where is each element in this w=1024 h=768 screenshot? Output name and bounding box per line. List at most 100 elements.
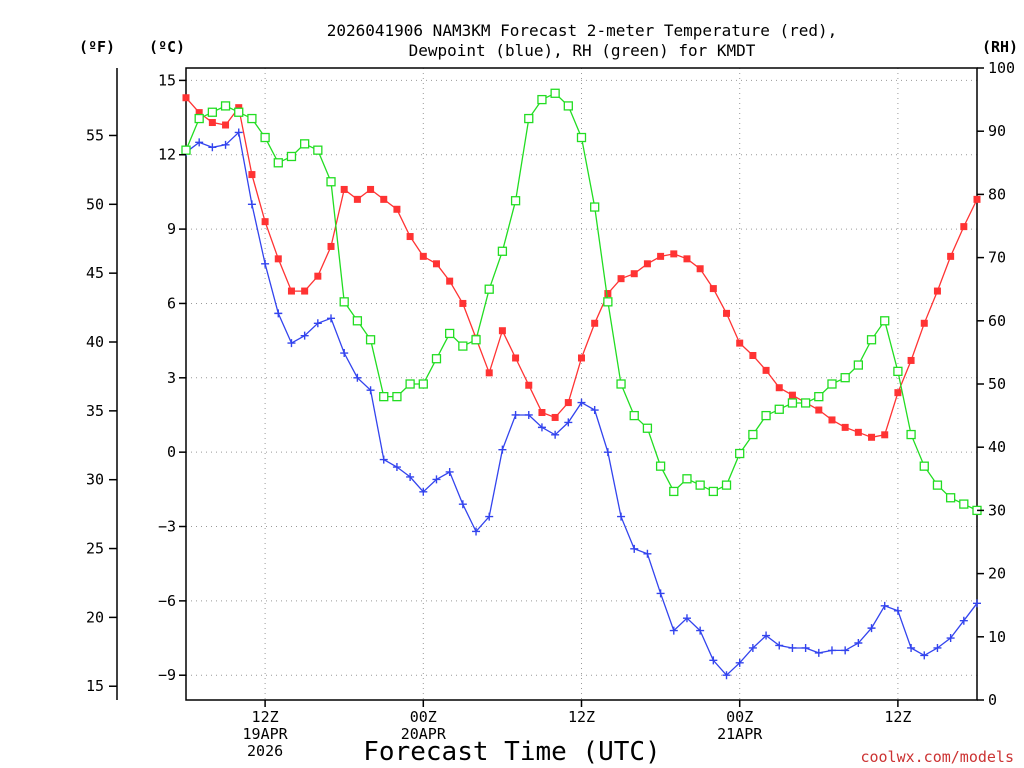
data-point <box>512 354 520 362</box>
data-point <box>920 319 928 327</box>
data-point <box>670 250 678 258</box>
data-point <box>696 626 705 635</box>
data-point <box>327 242 335 250</box>
data-point <box>960 223 968 231</box>
data-point <box>419 252 427 260</box>
data-point <box>524 410 533 419</box>
data-point <box>484 284 494 294</box>
rh-tick-label: 10 <box>988 628 1006 646</box>
data-point <box>524 113 534 124</box>
data-point <box>380 195 388 203</box>
rh-tick-label: 40 <box>988 438 1006 456</box>
x-tick-label: 19APR <box>243 725 289 743</box>
data-point <box>933 287 941 295</box>
x-tick-label: 21APR <box>717 725 763 743</box>
data-point <box>247 200 256 209</box>
rh-axis-unit: (RH) <box>982 38 1018 56</box>
data-point <box>907 643 916 652</box>
data-point <box>894 389 902 397</box>
data-point <box>815 406 823 414</box>
data-point <box>485 512 494 521</box>
data-point <box>287 287 295 295</box>
data-point <box>721 480 732 490</box>
data-point <box>828 416 836 424</box>
celsius-tick-label: 6 <box>167 294 176 312</box>
rh-tick-label: 50 <box>988 375 1006 393</box>
data-point <box>551 430 560 439</box>
data-point <box>221 140 230 149</box>
data-point <box>932 480 943 490</box>
data-point <box>261 259 270 268</box>
data-point <box>959 499 969 509</box>
fahrenheit-tick-label: 30 <box>86 471 104 489</box>
fahrenheit-axis-unit: (ºF) <box>79 38 115 56</box>
data-point <box>353 373 362 382</box>
data-point <box>814 391 824 402</box>
data-point <box>735 448 745 459</box>
data-point <box>867 624 876 633</box>
fahrenheit-tick-label: 55 <box>86 126 104 144</box>
data-point <box>604 290 612 298</box>
data-point <box>367 185 375 193</box>
data-point <box>274 255 282 263</box>
data-point <box>617 275 625 283</box>
tick-labels: 15129630−3−6−955504540353025201510090807… <box>86 59 1015 760</box>
rh-tick-label: 100 <box>988 59 1015 77</box>
x-tick-label: 12Z <box>252 708 279 726</box>
data-point <box>643 549 652 558</box>
data-point <box>220 101 231 111</box>
data-point <box>655 461 666 471</box>
data-point <box>736 339 744 347</box>
celsius-tick-label: 12 <box>158 146 176 164</box>
data-point <box>445 328 455 339</box>
data-point <box>630 544 639 553</box>
data-series <box>181 88 982 680</box>
data-point <box>590 202 600 212</box>
data-point <box>564 418 573 427</box>
data-point <box>446 277 454 285</box>
data-point <box>511 410 520 419</box>
data-point <box>314 272 322 280</box>
data-point <box>207 107 218 117</box>
x-tick-label: 00Z <box>726 708 753 726</box>
celsius-axis-unit: (ºC) <box>149 38 185 56</box>
data-point <box>603 297 613 307</box>
data-point <box>920 651 929 660</box>
data-point <box>827 379 837 389</box>
data-point <box>801 643 810 652</box>
data-point <box>393 205 401 213</box>
data-point <box>551 413 559 421</box>
series-line <box>185 92 978 511</box>
data-point <box>195 109 203 117</box>
data-point <box>432 475 441 484</box>
data-point <box>419 487 428 496</box>
data-point <box>445 467 454 476</box>
data-point <box>274 309 283 318</box>
data-point <box>800 398 811 408</box>
data-point <box>261 218 269 226</box>
fahrenheit-tick-label: 35 <box>86 402 104 420</box>
data-point <box>485 369 493 377</box>
data-point <box>418 379 428 389</box>
data-point <box>313 145 323 155</box>
data-point <box>642 423 653 433</box>
rh-tick-label: 0 <box>988 691 997 709</box>
data-point <box>656 589 665 598</box>
data-point <box>881 431 889 439</box>
data-point <box>947 252 955 260</box>
data-point <box>247 113 257 124</box>
data-point <box>208 119 216 127</box>
source-credit: coolwx.com/models <box>860 748 1014 766</box>
data-point <box>208 143 217 152</box>
data-point <box>537 423 546 432</box>
data-point <box>841 423 849 431</box>
data-point <box>893 606 902 615</box>
data-point <box>880 601 889 610</box>
data-point <box>497 246 508 256</box>
data-point <box>788 643 797 652</box>
fahrenheit-tick-label: 45 <box>86 264 104 282</box>
data-point <box>946 634 955 643</box>
fahrenheit-tick-label: 25 <box>86 540 104 558</box>
data-point <box>313 319 322 328</box>
data-point <box>933 643 942 652</box>
